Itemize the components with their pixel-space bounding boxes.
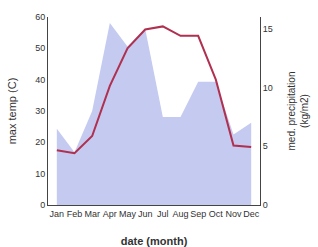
svg-text:10: 10 xyxy=(263,83,273,93)
svg-text:0: 0 xyxy=(263,200,268,210)
svg-text:max temp (C): max temp (C) xyxy=(6,78,18,145)
svg-text:Jan: Jan xyxy=(50,209,65,219)
svg-text:Feb: Feb xyxy=(67,209,83,219)
svg-text:Nov: Nov xyxy=(225,209,242,219)
svg-text:Mar: Mar xyxy=(84,209,100,219)
svg-text:5: 5 xyxy=(263,141,268,151)
svg-text:20: 20 xyxy=(35,137,45,147)
svg-text:30: 30 xyxy=(35,106,45,116)
svg-text:60: 60 xyxy=(35,12,45,22)
svg-text:10: 10 xyxy=(35,169,45,179)
svg-text:date (month): date (month) xyxy=(121,235,188,247)
svg-text:May: May xyxy=(119,209,137,219)
svg-text:Jun: Jun xyxy=(138,209,153,219)
svg-text:Sep: Sep xyxy=(190,209,206,219)
svg-text:40: 40 xyxy=(35,75,45,85)
svg-text:Aug: Aug xyxy=(172,209,188,219)
svg-text:med. precipitation(kg/m2): med. precipitation(kg/m2) xyxy=(286,72,310,151)
svg-text:Oct: Oct xyxy=(209,209,224,219)
svg-text:Apr: Apr xyxy=(103,209,117,219)
svg-text:50: 50 xyxy=(35,43,45,53)
svg-text:Dec: Dec xyxy=(243,209,260,219)
svg-text:15: 15 xyxy=(263,24,273,34)
svg-text:Jul: Jul xyxy=(157,209,169,219)
svg-text:0: 0 xyxy=(40,200,45,210)
